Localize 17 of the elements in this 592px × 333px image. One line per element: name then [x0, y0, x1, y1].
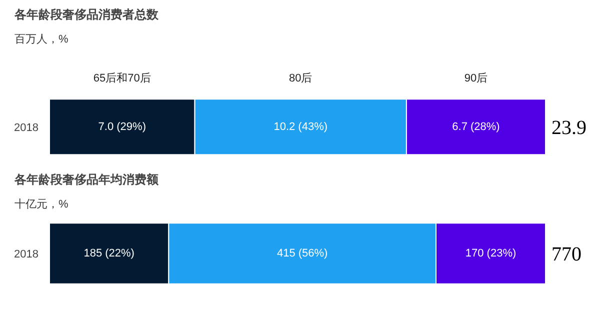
- chart-title: 各年龄段奢侈品年均消费额: [14, 172, 160, 186]
- total-label: 770: [551, 244, 582, 266]
- total-label: 23.9: [551, 116, 586, 139]
- series-label: 65后和70后: [93, 71, 151, 84]
- chart-subtitle: 十亿元，%: [14, 198, 68, 210]
- data-label: 415 (56%): [276, 248, 328, 260]
- chart-title: 各年龄段奢侈品消费者总数: [14, 8, 160, 22]
- series-label: 80后: [289, 71, 312, 84]
- series-label: 90后: [464, 71, 488, 84]
- data-label: 185 (22%): [84, 248, 134, 260]
- y-tick-label: 2018: [14, 248, 39, 260]
- y-tick-label: 2018: [14, 122, 39, 134]
- data-label: 7.0 (29%): [98, 120, 146, 133]
- chart-subtitle: 百万人，%: [14, 34, 68, 46]
- data-label: 170 (23%): [465, 248, 516, 260]
- data-label: 10.2 (43%): [274, 120, 328, 133]
- data-label: 6.7 (28%): [452, 120, 500, 133]
